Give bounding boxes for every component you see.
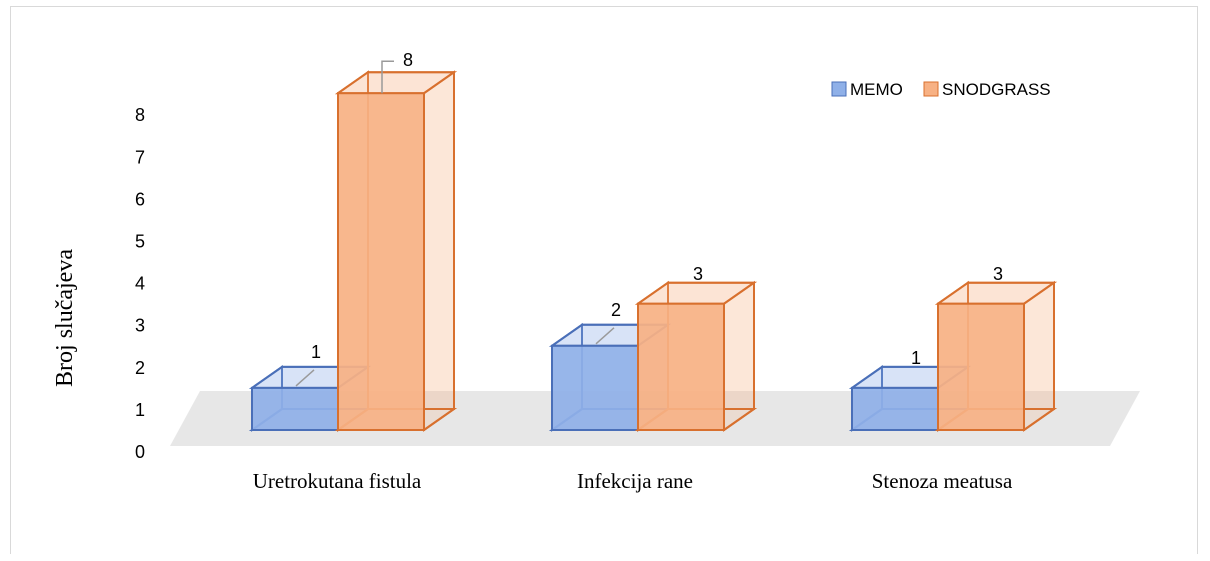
y-tick-label: 0 bbox=[135, 442, 145, 462]
chart-frame bbox=[10, 6, 1198, 554]
y-tick-label: 3 bbox=[135, 316, 145, 336]
data-label: 2 bbox=[611, 300, 621, 320]
legend-swatch bbox=[831, 81, 847, 97]
legend-item: MEMO bbox=[831, 80, 903, 99]
bar bbox=[934, 280, 1058, 432]
y-tick-label: 5 bbox=[135, 232, 145, 252]
x-category-label: Stenoza meatusa bbox=[872, 469, 1013, 493]
data-label: 1 bbox=[911, 348, 921, 368]
y-tick-label: 4 bbox=[135, 274, 145, 294]
data-label: 1 bbox=[311, 342, 321, 362]
bar bbox=[634, 280, 758, 432]
y-tick-label: 7 bbox=[135, 147, 145, 167]
x-category-label: Uretrokutana fistula bbox=[253, 469, 422, 493]
legend-label: SNODGRASS bbox=[942, 80, 1051, 99]
legend-label: MEMO bbox=[850, 80, 903, 99]
data-label: 8 bbox=[403, 50, 413, 70]
y-tick-label: 6 bbox=[135, 189, 145, 209]
bar bbox=[334, 60, 458, 432]
y-axis-label: Broj slučajeva bbox=[52, 249, 78, 387]
legend-swatch bbox=[923, 81, 939, 97]
data-label: 3 bbox=[993, 264, 1003, 284]
y-tick-label: 2 bbox=[135, 358, 145, 378]
data-label: 3 bbox=[693, 264, 703, 284]
legend-item: SNODGRASS bbox=[923, 80, 1051, 99]
x-category-label: Infekcija rane bbox=[577, 469, 693, 493]
y-tick-label: 8 bbox=[135, 105, 145, 125]
legend: MEMO SNODGRASS bbox=[831, 80, 1051, 99]
y-tick-label: 1 bbox=[135, 400, 145, 420]
